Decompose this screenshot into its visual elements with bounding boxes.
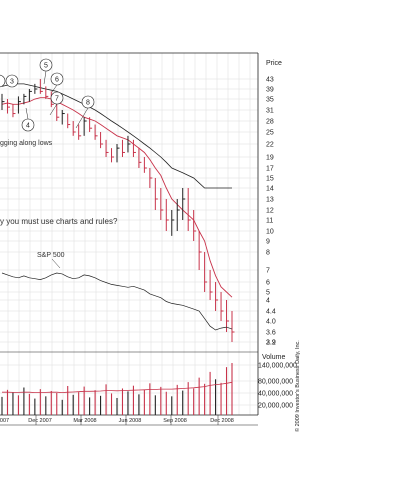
callout-number: 3 [10,79,14,86]
price-tick-label: 12 [266,208,274,215]
price-axis-label: Price [266,60,282,67]
x-tick-label: Dec 2008 [210,418,234,424]
copyright-text: © 2009 Investor's Business Daily, Inc. [294,340,301,432]
question-annotation: y you must use charts and rules? [0,217,118,226]
chart-frame [0,52,259,426]
price-tick-label: 13 [266,197,274,204]
price-tick-label: 15 [266,176,274,183]
price-axis: Price 43 39 35 31 28 25 22 19 17 15 14 13 12 11 10 9 8 7 6… [266,60,282,347]
callout-number: 8 [86,100,90,107]
point-callouts: 3 4 56 7 8 [0,58,95,132]
price-tick-label: 35 [266,97,274,104]
x-axis: 2007 Dec 2007 Mar 2008 Jun 2008 Sep 2008 Dec … [0,415,234,425]
moving-average-short-line [1,97,233,298]
x-tick-label: Mar 2008 [73,418,96,424]
volume-tick-label: 40,000,000 [258,391,293,398]
x-tick-label: 2007 [0,418,9,424]
callout-circle [39,58,53,72]
price-tick-label: 7 [266,268,270,275]
price-tick-label: 11 [266,218,273,225]
price-tick-label: 4.4 [266,309,276,316]
callout-leader [51,84,58,93]
price-tick-label: 14 [266,186,274,193]
callout-number: 4 [26,123,30,130]
price-tick-label: 43 [266,77,274,84]
volume-moving-average-line [2,381,233,394]
chart-grid [0,53,258,415]
price-tick-label: 31 [266,108,274,115]
sp500-path [1,272,233,331]
x-tick-label: Sep 2008 [163,418,187,424]
price-tick-label: 39 [266,87,274,94]
callout-circle [5,74,19,88]
price-tick-label: 4.0 [266,319,276,326]
volume-axis: Volume 140,000,000 80,000,000 40,000,000 20… [258,354,297,410]
callout-circle [50,91,64,105]
callout-leader [49,103,58,116]
callout-number: 6 [55,77,59,84]
annotations: gging along lows y you must use charts a… [0,140,118,269]
price-tick-label: 17 [266,166,274,173]
price-tick-label: 3.6 [266,330,276,337]
x-tick-label: Jun 2008 [119,418,142,424]
callout-circle-partial [0,74,6,88]
sp500-label: S&P 500 [37,252,65,259]
volume-axis-label: Volume [262,354,285,361]
price-tick-label: 3.2 [266,340,276,347]
sp500-line [1,272,233,331]
callout-number: 7 [55,96,59,103]
volume-tick-label: 20,000,000 [258,403,293,410]
price-tick-label: 22 [266,142,274,149]
volume-tick-label: 80,000,000 [258,379,293,386]
price-tick-label: 5 [266,290,270,297]
callout-circle [21,118,35,132]
price-tick-label: 25 [266,130,274,137]
callout-number: 5 [44,63,48,70]
callout-leader [75,107,89,129]
volume-bars [1,363,233,415]
price-tick-label: 28 [266,119,274,126]
callout-circle [81,95,95,109]
callout-leader [43,70,47,85]
price-tick-label: 4 [266,298,270,305]
price-tick-label: 19 [266,155,274,162]
price-tick-label: 6 [266,280,270,287]
callout-circle [50,72,64,86]
x-tick-label: Dec 2007 [28,418,52,424]
volume-ma-path [2,381,233,394]
ma-short-path [1,97,233,298]
price-bars [1,79,235,342]
callout-leader [25,107,29,120]
price-tick-label: 2.9 [266,340,276,347]
topping-annotation: gging along lows [0,140,53,147]
price-tick-label: 10 [266,229,274,236]
sp500-leader-line [51,258,61,269]
volume-tick-label: 140,000,000 [258,363,297,370]
price-tick-label: 9 [266,239,270,246]
price-tick-label: 8 [266,250,270,257]
